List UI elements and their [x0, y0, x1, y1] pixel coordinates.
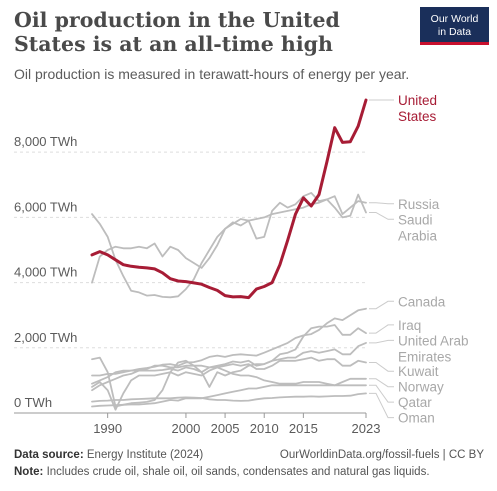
y-axis-ticks: 0 TWh 2,000 TWh 4,000 TWh 6,000 TWh 8,000 TW…: [14, 134, 77, 410]
y-tick-label: 8,000 TWh: [14, 134, 77, 149]
note-label: Note:: [14, 466, 44, 478]
logo-text-line2: in Data: [437, 26, 472, 38]
series-label-qatar: Qatar: [398, 395, 432, 410]
series-line-iraq[interactable]: [91, 324, 367, 408]
chart-subtitle: Oil production is measured in terawatt-h…: [14, 66, 410, 82]
series-label-united-arab-emirates: United Arab Emirates: [398, 333, 469, 364]
y-tick-label: 2,000 TWh: [14, 330, 77, 345]
note-text: Includes crude oil, shale oil, oil sands…: [46, 466, 430, 478]
series-line-qatar[interactable]: [91, 384, 367, 408]
series-line-russia[interactable]: [91, 195, 367, 299]
logo-accent-bar: [420, 42, 489, 45]
owid-logo[interactable]: Our World in Data: [420, 7, 489, 45]
label-connector-united-arab-emirates: [369, 339, 394, 344]
y-tick-label: 0 TWh: [14, 395, 52, 410]
highlight-series-line: [90, 98, 368, 300]
line-chart: 0 TWh 2,000 TWh 4,000 TWh 6,000 TWh 8,000 TW…: [14, 93, 469, 436]
footer-source: Data source: Energy Institute (2024) Our…: [14, 449, 484, 461]
series-label-kuwait: Kuwait: [398, 364, 439, 379]
series-line-united-states[interactable]: [90, 98, 368, 300]
logo-text-line1: Our World: [430, 13, 479, 25]
label-connector-canada: [369, 300, 394, 310]
source-label: Data source:: [14, 449, 84, 461]
source-text: Energy Institute (2024): [86, 449, 204, 461]
series-label-united-states: United States: [398, 93, 437, 124]
x-tick-label: 2000: [171, 421, 200, 436]
y-tick-label: 4,000 TWh: [14, 265, 77, 280]
label-connector-iraq: [369, 324, 394, 334]
series-line-saudi-arabia[interactable]: [91, 192, 367, 284]
series-line-oman[interactable]: [91, 392, 367, 403]
series-line-canada[interactable]: [91, 307, 367, 377]
series-label-saudi-arabia: Saudi Arabia: [398, 212, 438, 243]
muted-series-lines: [91, 192, 367, 411]
label-connector-kuwait: [369, 362, 394, 372]
series-line-norway[interactable]: [91, 364, 367, 392]
x-tick-label: 2023: [352, 421, 381, 436]
label-connector-russia: [369, 202, 394, 205]
series-label-canada: Canada: [398, 294, 446, 309]
x-tick-label: 1990: [93, 421, 122, 436]
series-label-russia: Russia: [398, 197, 440, 212]
series-label-oman: Oman: [398, 411, 435, 426]
x-tick-label: 2010: [250, 421, 279, 436]
x-tick-label: 2015: [289, 421, 318, 436]
series-line-united-arab-emirates[interactable]: [91, 341, 367, 385]
series-label-iraq: Iraq: [398, 318, 421, 333]
series-label-norway: Norway: [398, 380, 444, 395]
label-connector-qatar: [369, 384, 394, 403]
x-tick-label: 2005: [211, 421, 240, 436]
x-axis-ticks: 1990 2000 2005 2010 2015 2023: [93, 413, 380, 436]
label-connector-saudi-arabia: [369, 212, 394, 220]
series-line-kuwait[interactable]: [91, 356, 367, 411]
source-url[interactable]: OurWorldinData.org/fossil-fuels | CC BY: [279, 449, 484, 461]
y-tick-label: 6,000 TWh: [14, 199, 77, 214]
label-connector-norway: [369, 378, 394, 388]
footer-note: Note: Includes crude oil, shale oil, oil…: [14, 466, 484, 478]
chart-title: Oil production in the United States is a…: [14, 8, 340, 56]
label-connector-oman: [369, 392, 394, 419]
